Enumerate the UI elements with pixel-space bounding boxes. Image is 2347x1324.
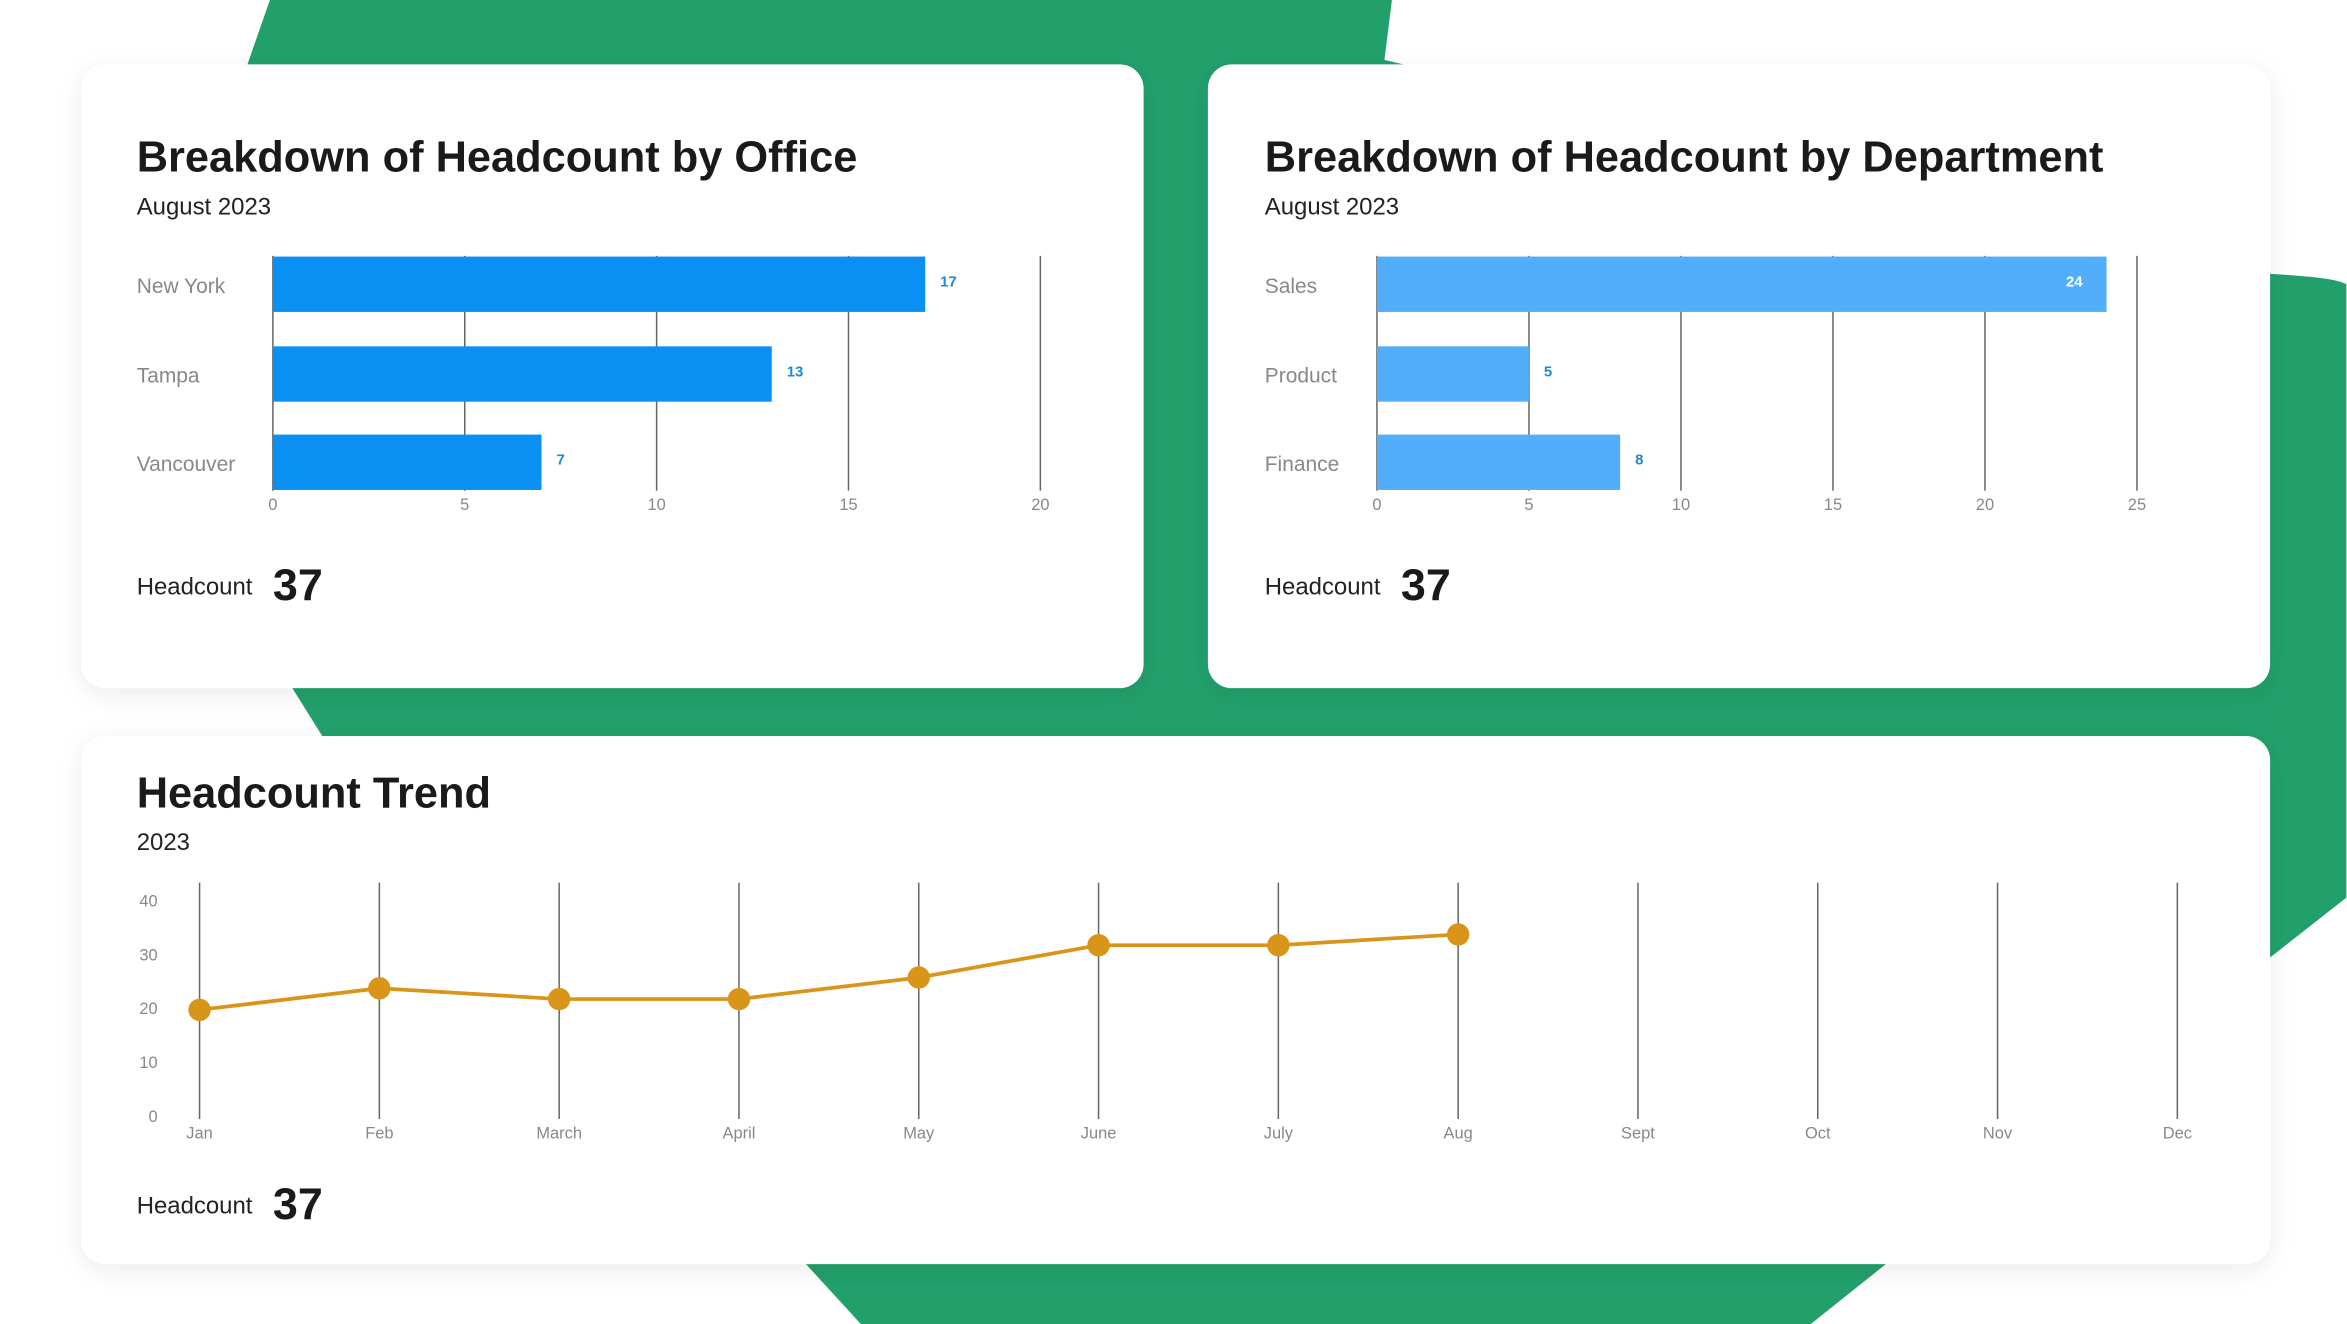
total-label: Headcount bbox=[137, 1193, 253, 1220]
y-tick-label: 10 bbox=[139, 1054, 157, 1072]
value-label: 24 bbox=[2066, 274, 2083, 291]
x-tick-label: 20 bbox=[1976, 496, 1994, 514]
x-tick-label: 0 bbox=[1372, 496, 1381, 514]
x-tick-label: May bbox=[903, 1124, 935, 1142]
x-tick-label: Oct bbox=[1805, 1124, 1831, 1142]
x-tick-label: Jan bbox=[186, 1124, 213, 1142]
y-tick-label: 20 bbox=[139, 1000, 157, 1018]
chart-subtitle: 2023 bbox=[137, 829, 190, 856]
point bbox=[1267, 933, 1290, 957]
point bbox=[727, 987, 751, 1011]
point bbox=[547, 987, 571, 1011]
x-tick-label: 15 bbox=[839, 496, 857, 514]
point bbox=[188, 998, 211, 1022]
category-label: Tampa bbox=[137, 365, 200, 388]
bar bbox=[272, 346, 772, 402]
x-tick-label: 10 bbox=[1672, 496, 1690, 514]
x-tick-label: April bbox=[723, 1124, 756, 1142]
value-label: 8 bbox=[1635, 452, 1643, 469]
value-label: 7 bbox=[556, 452, 564, 469]
y-tick-label: 0 bbox=[149, 1108, 158, 1126]
y-tick-label: 40 bbox=[139, 892, 157, 910]
x-tick-label: Sept bbox=[1621, 1124, 1655, 1142]
x-tick-label: 20 bbox=[1031, 496, 1049, 514]
category-label: Sales bbox=[1265, 275, 1317, 298]
point bbox=[1446, 923, 1470, 946]
chart-title: Breakdown of Headcount by Office bbox=[137, 134, 858, 182]
x-tick-label: 25 bbox=[2128, 496, 2146, 514]
chart-subtitle: August 2023 bbox=[1265, 193, 1399, 220]
category-label: Product bbox=[1265, 365, 1337, 388]
x-tick-label: 0 bbox=[268, 496, 277, 514]
total-label: Headcount bbox=[1265, 573, 1381, 600]
chart-title: Headcount Trend bbox=[137, 769, 491, 817]
total-value: 37 bbox=[273, 559, 323, 610]
y-tick-label: 30 bbox=[139, 946, 157, 964]
category-label: Vancouver bbox=[137, 453, 236, 476]
bar bbox=[1376, 434, 1621, 490]
total-label: Headcount bbox=[137, 573, 253, 600]
chart-subtitle: August 2023 bbox=[137, 193, 271, 220]
x-tick-label: Dec bbox=[2163, 1124, 2192, 1142]
x-tick-label: 10 bbox=[647, 496, 665, 514]
card bbox=[1207, 64, 2271, 689]
x-tick-label: July bbox=[1264, 1124, 1294, 1142]
x-tick-label: 15 bbox=[1824, 496, 1842, 514]
point bbox=[907, 966, 930, 989]
category-label: Finance bbox=[1265, 453, 1340, 476]
x-tick-label: June bbox=[1081, 1124, 1117, 1142]
total-value: 37 bbox=[1401, 559, 1451, 610]
bar bbox=[272, 434, 542, 490]
card bbox=[81, 736, 2271, 1265]
x-tick-label: Aug bbox=[1444, 1124, 1473, 1142]
x-tick-label: 5 bbox=[1524, 496, 1533, 514]
line bbox=[199, 932, 1459, 1012]
x-tick-label: Feb bbox=[365, 1124, 393, 1142]
value-label: 5 bbox=[1544, 363, 1552, 380]
value-label: 17 bbox=[940, 274, 957, 291]
bar bbox=[1376, 346, 1529, 402]
category-label: New York bbox=[137, 275, 226, 298]
chart-title: Breakdown of Headcount by Department bbox=[1265, 134, 2104, 182]
bar bbox=[272, 256, 926, 312]
total-value: 37 bbox=[273, 1178, 323, 1229]
x-tick-label: March bbox=[536, 1124, 582, 1142]
point bbox=[1087, 933, 1110, 957]
value-label: 13 bbox=[787, 363, 804, 380]
x-tick-label: Nov bbox=[1983, 1124, 2013, 1142]
point bbox=[368, 977, 391, 1000]
x-tick-label: 5 bbox=[460, 496, 469, 514]
bar bbox=[1376, 256, 2107, 312]
